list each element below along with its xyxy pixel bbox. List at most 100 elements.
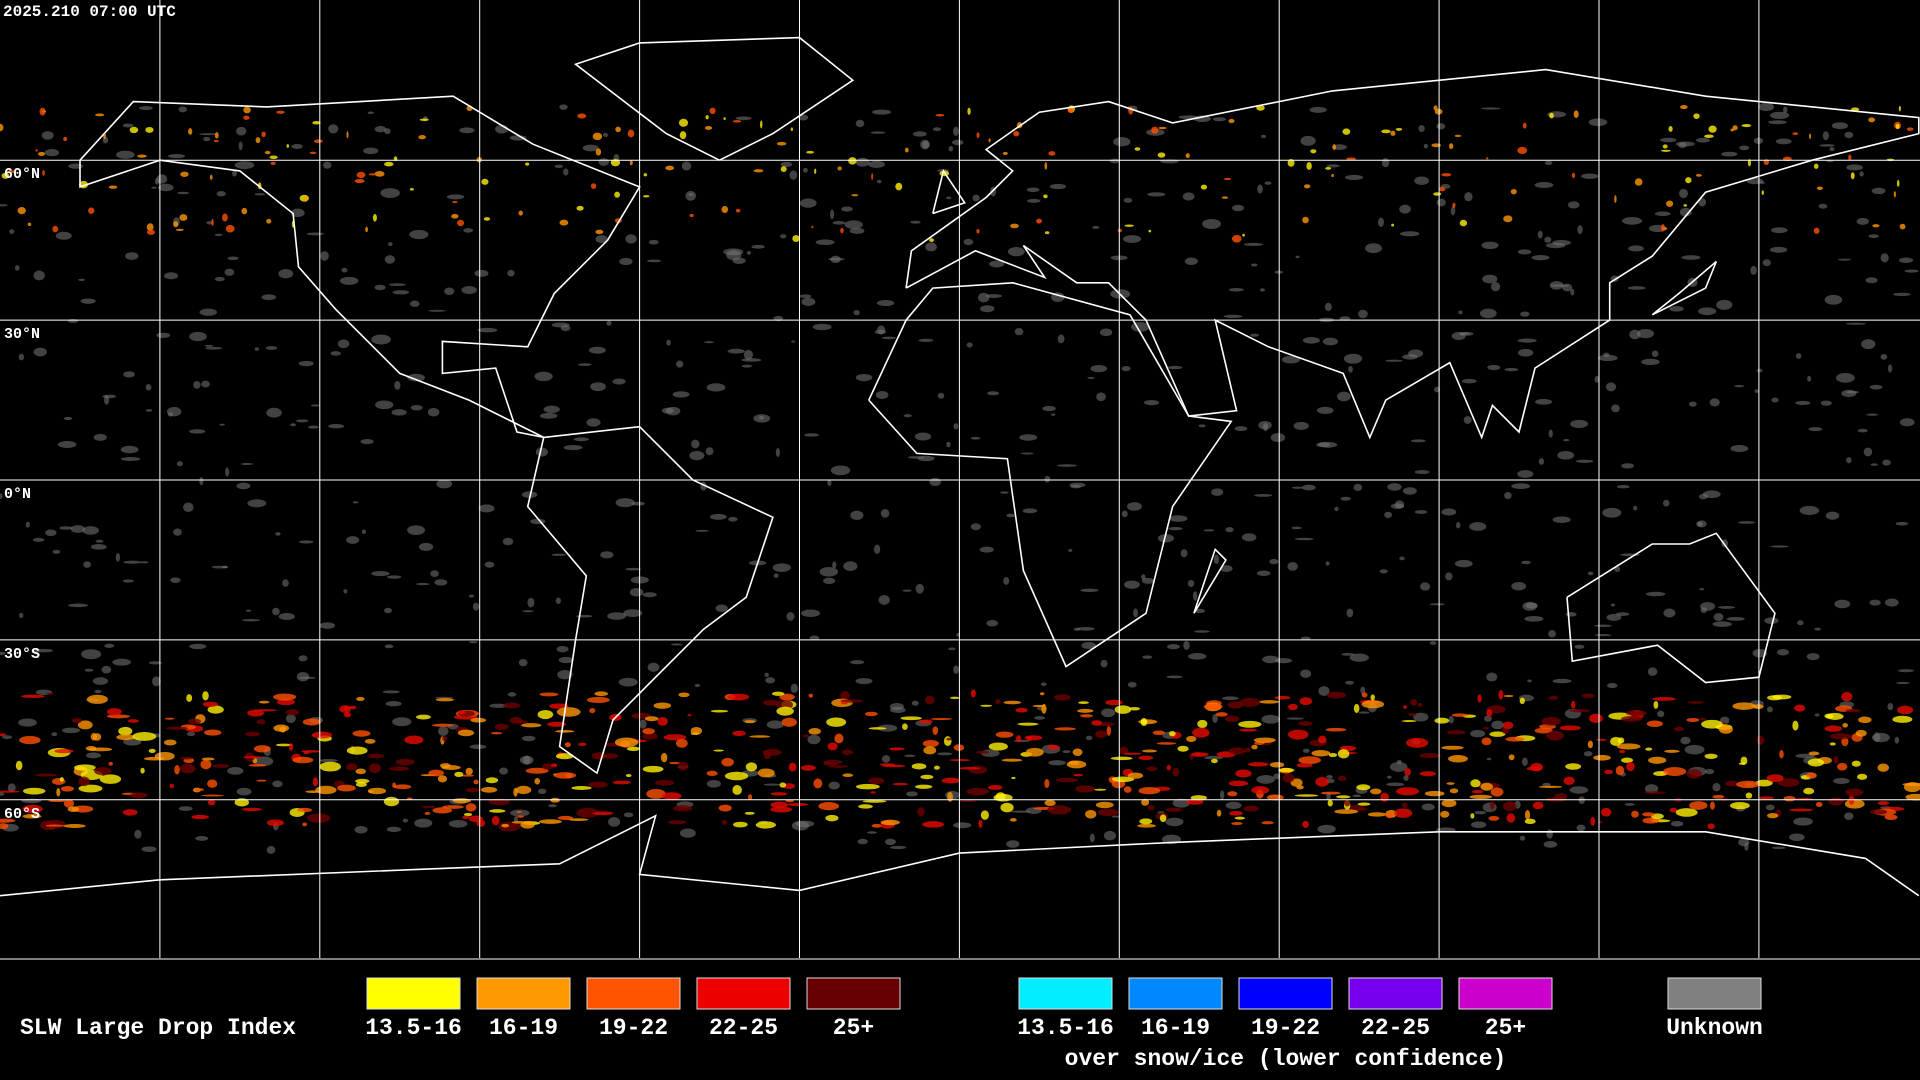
drop-speck <box>968 765 988 774</box>
cloud-speck <box>1274 270 1283 274</box>
drop-speck <box>1337 775 1347 781</box>
drop-speck <box>266 819 284 827</box>
cloud-speck <box>804 433 819 437</box>
drop-speck <box>1044 231 1050 235</box>
cloud-speck <box>555 597 561 605</box>
drop-speck <box>1707 823 1715 830</box>
cloud-speck <box>1629 329 1641 340</box>
cloud-speck <box>1534 398 1553 405</box>
drop-speck <box>1251 786 1270 795</box>
cloud-speck <box>1822 131 1829 141</box>
drop-speck <box>1172 767 1180 777</box>
drop-speck <box>1621 715 1643 722</box>
cloud-speck <box>521 491 538 498</box>
drop-speck <box>1353 703 1360 713</box>
drop-speck <box>1573 110 1579 119</box>
cloud-speck <box>1318 686 1330 696</box>
drop-speck <box>95 113 105 117</box>
drop-speck <box>313 139 323 144</box>
drop-speck <box>1708 125 1717 133</box>
cloud-speck <box>1647 667 1658 676</box>
drop-speck <box>1223 177 1232 181</box>
drop-speck <box>663 734 687 741</box>
cloud-speck <box>410 404 423 411</box>
cloud-speck <box>672 391 690 398</box>
drop-speck <box>757 768 775 778</box>
drop-speck <box>1157 152 1166 158</box>
cloud-speck <box>354 826 368 834</box>
drop-speck <box>1645 747 1653 751</box>
cloud-speck <box>844 220 863 229</box>
drop-speck <box>173 221 179 228</box>
cloud-speck <box>1087 376 1095 379</box>
drop-speck <box>1302 216 1309 224</box>
cloud-speck <box>1698 198 1707 207</box>
drop-speck <box>1361 700 1385 709</box>
cloud-speck <box>827 479 832 486</box>
cloud-speck <box>1654 211 1671 217</box>
drop-speck <box>1469 794 1493 800</box>
drop-speck <box>667 820 687 825</box>
cloud-speck <box>1316 442 1330 448</box>
legend-label: 16-19 <box>1141 1015 1210 1041</box>
drop-speck <box>1134 147 1141 151</box>
cloud-speck <box>1436 123 1446 130</box>
cloud-speck <box>386 826 402 833</box>
drop-speck <box>1002 151 1008 155</box>
cloud-speck <box>868 160 885 168</box>
drop-speck <box>1563 776 1575 785</box>
cloud-speck <box>1569 786 1589 794</box>
cloud-speck <box>679 828 696 838</box>
drop-speck <box>785 799 794 803</box>
cloud-speck <box>1580 173 1599 179</box>
cloud-speck <box>1668 306 1684 312</box>
cloud-speck <box>929 477 941 487</box>
cloud-speck <box>1712 783 1721 792</box>
drop-speck <box>594 691 609 697</box>
cloud-speck <box>1846 164 1863 171</box>
drop-speck <box>266 218 272 224</box>
cloud-speck <box>534 371 553 382</box>
drop-speck <box>790 127 793 132</box>
cloud-speck <box>521 735 536 742</box>
drop-speck <box>77 720 93 730</box>
cloud-speck <box>19 612 24 619</box>
drop-speck <box>465 767 473 776</box>
drop-speck <box>452 201 458 204</box>
drop-speck <box>201 794 225 797</box>
cloud-speck <box>1212 117 1226 122</box>
drop-speck <box>1505 736 1525 742</box>
drop-speck <box>0 733 6 737</box>
cloud-speck <box>14 265 20 271</box>
cloud-speck <box>416 582 430 586</box>
coastline <box>905 68 1920 440</box>
drop-speck <box>494 723 509 731</box>
drop-speck <box>241 207 248 215</box>
cloud-speck <box>1797 620 1804 626</box>
cloud-speck <box>410 300 420 307</box>
drop-speck <box>1895 123 1900 130</box>
cloud-speck <box>853 309 860 316</box>
cloud-speck <box>468 594 475 598</box>
drop-speck <box>576 807 600 818</box>
cloud-speck <box>232 170 237 177</box>
cloud-speck <box>193 380 201 389</box>
cloud-speck <box>705 447 714 456</box>
drop-speck <box>880 819 900 826</box>
cloud-speck <box>1349 653 1369 662</box>
cloud-speck <box>1739 145 1750 151</box>
cloud-speck <box>0 493 3 500</box>
cloud-speck <box>148 661 163 665</box>
cloud-speck <box>1520 311 1530 317</box>
drop-speck <box>1405 737 1429 748</box>
drop-speck <box>614 737 639 748</box>
drop-speck <box>1000 802 1014 813</box>
drop-speck <box>63 823 86 828</box>
drop-speck <box>1815 801 1823 808</box>
cloud-speck <box>253 756 274 767</box>
cloud-speck <box>138 106 153 111</box>
drop-speck <box>1177 745 1189 752</box>
drop-speck <box>1239 697 1261 707</box>
cloud-speck <box>1829 146 1835 152</box>
